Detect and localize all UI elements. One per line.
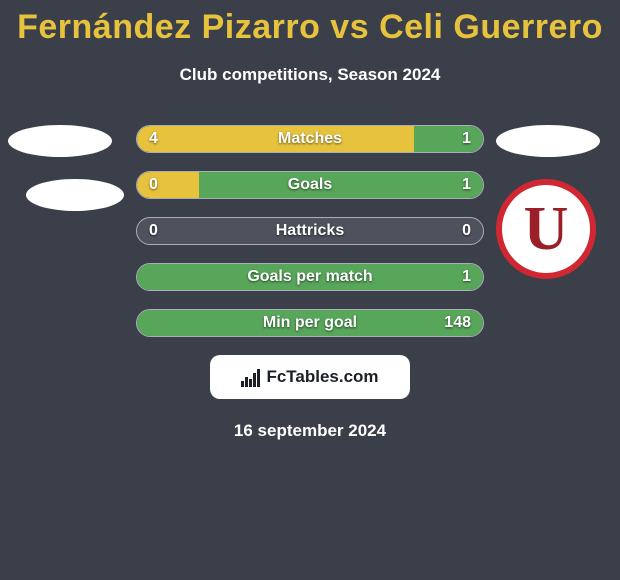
brand-badge: FcTables.com: [210, 355, 410, 399]
stat-label: Min per goal: [137, 310, 483, 336]
club-badge-universitario: U: [496, 179, 596, 279]
stat-row: 00Hattricks: [136, 217, 484, 245]
generation-date: 16 september 2024: [0, 421, 620, 441]
stat-row: 148Min per goal: [136, 309, 484, 337]
stat-row: 41Matches: [136, 125, 484, 153]
right-player-logos: U: [496, 125, 600, 279]
comparison-chart: U 41Matches 01Goals 00Hattricks 1Goals per …: [0, 125, 620, 337]
brand-barchart-icon: [241, 367, 260, 387]
team-logo-placeholder: [8, 125, 112, 157]
club-badge-letter: U: [524, 198, 569, 260]
stat-label: Matches: [137, 126, 483, 152]
page-subtitle: Club competitions, Season 2024: [0, 65, 620, 85]
brand-text: FcTables.com: [266, 367, 378, 387]
stat-label: Hattricks: [137, 218, 483, 244]
team-logo-placeholder: [26, 179, 124, 211]
left-player-logos: [8, 125, 124, 211]
bar-list: 41Matches 01Goals 00Hattricks 1Goals per ma…: [136, 125, 484, 337]
stat-row: 1Goals per match: [136, 263, 484, 291]
page-title: Fernández Pizarro vs Celi Guerrero: [0, 0, 620, 47]
stat-label: Goals: [137, 172, 483, 198]
stat-row: 01Goals: [136, 171, 484, 199]
team-logo-placeholder: [496, 125, 600, 157]
stat-label: Goals per match: [137, 264, 483, 290]
